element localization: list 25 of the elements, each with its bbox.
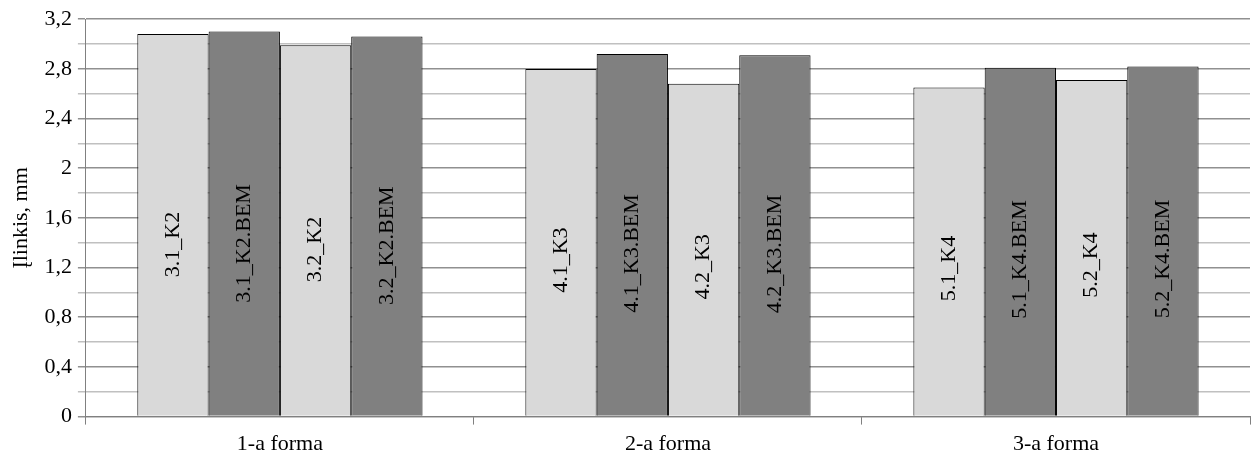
annotation: 4.2_K3.BEM bbox=[760, 194, 786, 314]
x-tick-label: 1-a forma bbox=[236, 429, 324, 455]
y-tick-label: 1,6 bbox=[44, 203, 72, 229]
annotation: 3.1_K2.BEM bbox=[230, 184, 256, 303]
annotation: 3.1_K2 bbox=[158, 211, 184, 278]
y-tick-label: 2 bbox=[60, 154, 72, 180]
annotation: 5.2_K4.BEM bbox=[1148, 199, 1174, 319]
y-tick-label: 0,4 bbox=[44, 352, 72, 378]
y-tick-label: 1,2 bbox=[44, 253, 72, 279]
annotation: 4.2_K3 bbox=[689, 234, 715, 300]
annotation: 4.1_K3 bbox=[546, 227, 572, 293]
y-tick-label: 0,8 bbox=[44, 303, 72, 329]
y-axis-title: Įlinkis, mm bbox=[6, 167, 32, 269]
annotation: 5.2_K4 bbox=[1077, 232, 1103, 298]
annotation: 4.1_K3.BEM bbox=[618, 194, 644, 313]
y-tick-label: 3,2 bbox=[44, 4, 72, 30]
y-tick-label: 0 bbox=[60, 402, 72, 428]
y-tick-label: 2,8 bbox=[44, 54, 72, 80]
annotation: 3.2_K2.BEM bbox=[372, 186, 398, 305]
x-tick-label: 3-a forma bbox=[1012, 429, 1100, 455]
annotation: 3.2_K2 bbox=[301, 216, 327, 283]
x-tick-label: 2-a forma bbox=[624, 429, 712, 455]
annotation: 5.1_K4 bbox=[934, 235, 960, 302]
y-tick-label: 2,4 bbox=[44, 104, 72, 130]
annotation: 5.1_K4.BEM bbox=[1006, 200, 1032, 319]
